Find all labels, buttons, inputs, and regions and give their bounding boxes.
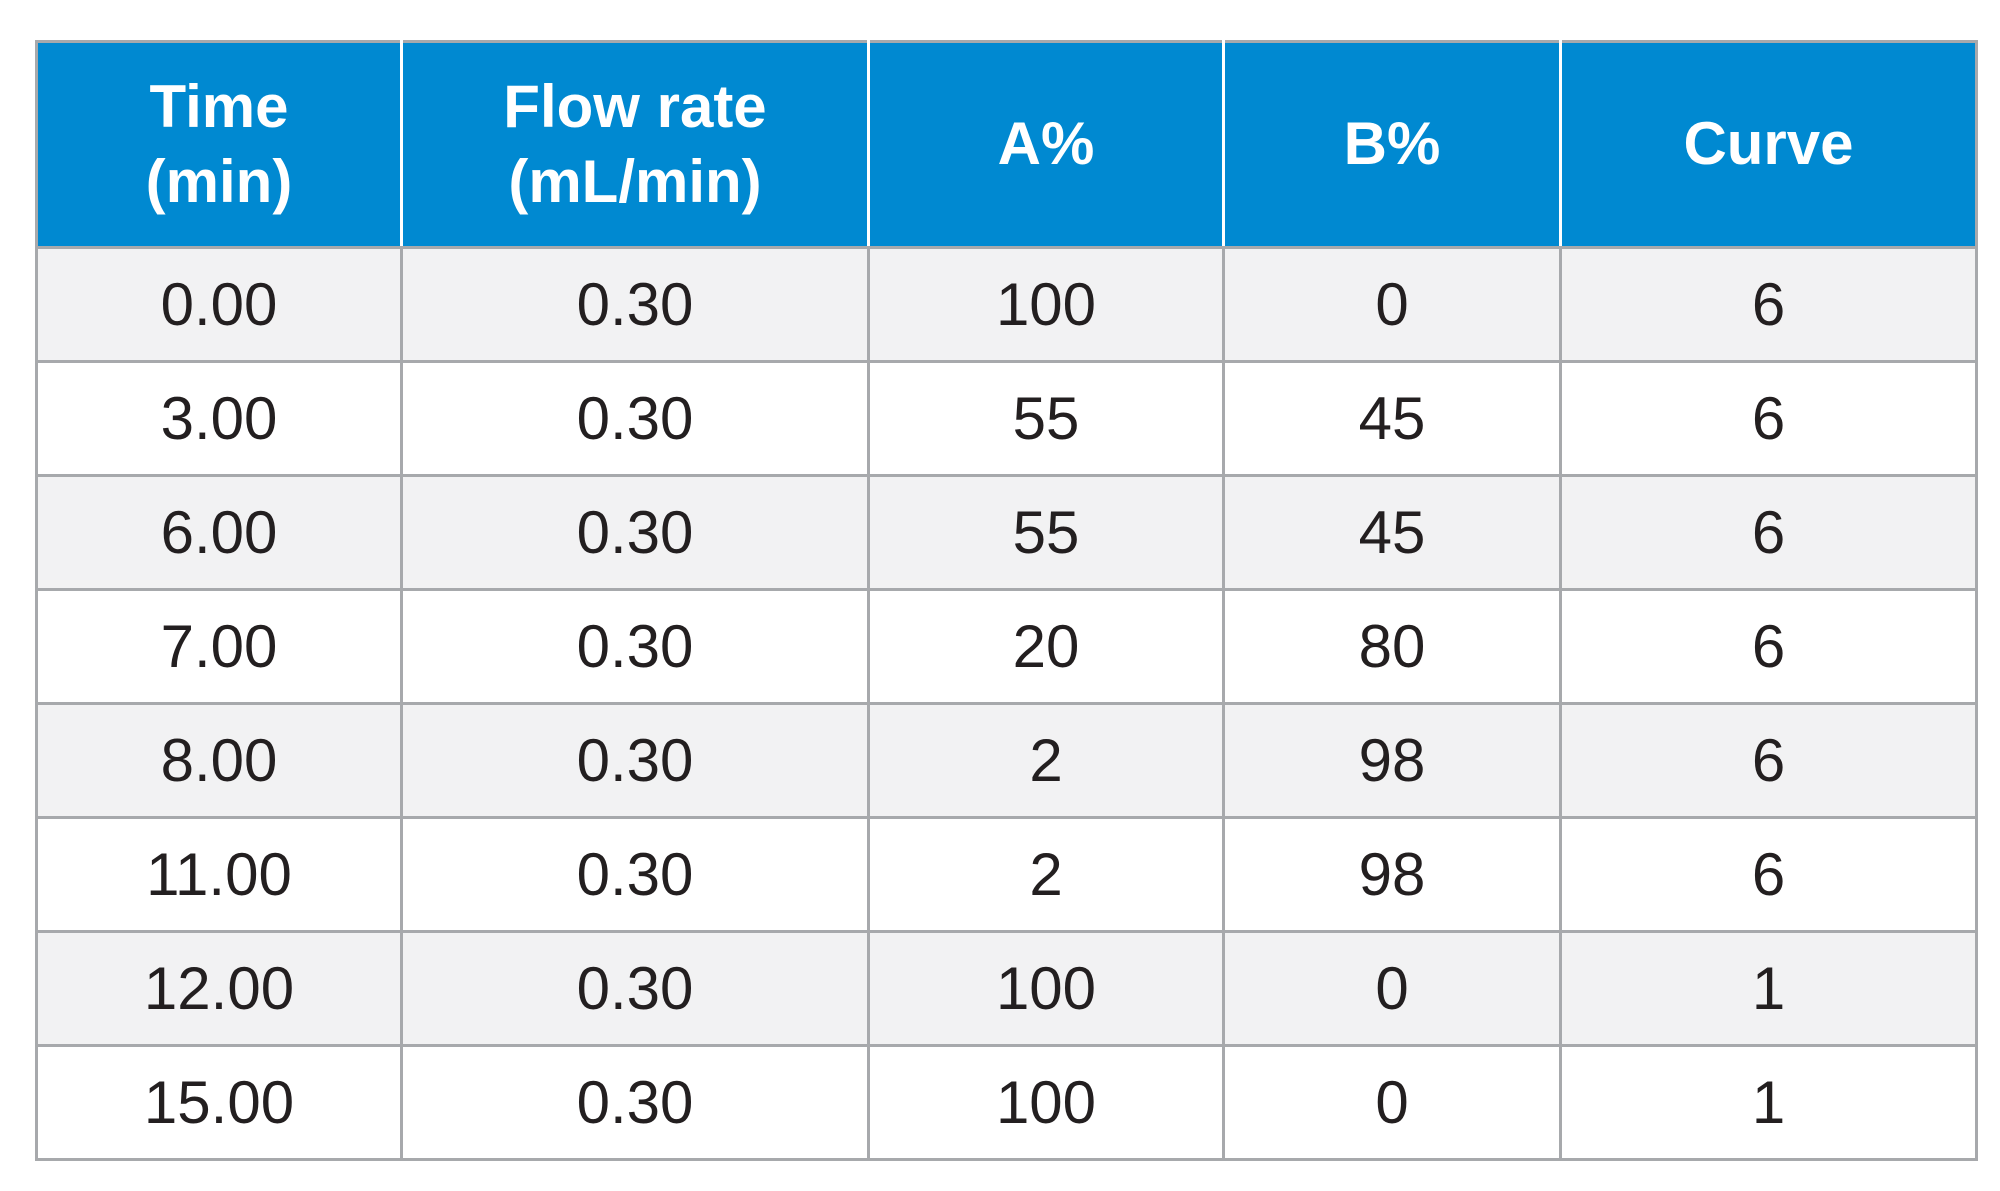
cell-flow-rate: 0.30 bbox=[400, 474, 870, 591]
table-row: 8.00 0.30 2 98 6 bbox=[35, 702, 1978, 819]
cell-curve: 1 bbox=[1559, 930, 1978, 1047]
table-row: 0.00 0.30 100 0 6 bbox=[35, 246, 1978, 363]
cell-curve: 1 bbox=[1559, 1044, 1978, 1161]
cell-flow-rate: 0.30 bbox=[400, 360, 870, 477]
column-header-time: Time (min) bbox=[35, 40, 403, 249]
cell-time: 3.00 bbox=[35, 360, 403, 477]
table-header: Time (min) Flow rate (mL/min) A% B% Curv… bbox=[35, 40, 1978, 249]
cell-flow-rate: 0.30 bbox=[400, 816, 870, 933]
cell-curve: 6 bbox=[1559, 246, 1978, 363]
cell-curve: 6 bbox=[1559, 816, 1978, 933]
table-row: 6.00 0.30 55 45 6 bbox=[35, 474, 1978, 591]
cell-flow-rate: 0.30 bbox=[400, 930, 870, 1047]
header-label: Curve bbox=[1683, 110, 1854, 178]
cell-a-percent: 100 bbox=[867, 930, 1225, 1047]
cell-time: 6.00 bbox=[35, 474, 403, 591]
cell-time: 11.00 bbox=[35, 816, 403, 933]
gradient-table: Time (min) Flow rate (mL/min) A% B% Curv… bbox=[35, 40, 1978, 1161]
cell-a-percent: 100 bbox=[867, 246, 1225, 363]
header-row: Time (min) Flow rate (mL/min) A% B% Curv… bbox=[35, 40, 1978, 249]
cell-flow-rate: 0.30 bbox=[400, 702, 870, 819]
cell-a-percent: 2 bbox=[867, 702, 1225, 819]
table-row: 15.00 0.30 100 0 1 bbox=[35, 1044, 1978, 1161]
cell-b-percent: 0 bbox=[1222, 1044, 1562, 1161]
column-header-flow-rate: Flow rate (mL/min) bbox=[400, 40, 870, 249]
cell-time: 7.00 bbox=[35, 588, 403, 705]
header-unit: (mL/min) bbox=[508, 147, 762, 215]
cell-a-percent: 100 bbox=[867, 1044, 1225, 1161]
column-header-curve: Curve bbox=[1559, 40, 1978, 249]
cell-time: 15.00 bbox=[35, 1044, 403, 1161]
cell-a-percent: 55 bbox=[867, 360, 1225, 477]
column-header-a-percent: A% bbox=[867, 40, 1225, 249]
cell-flow-rate: 0.30 bbox=[400, 1044, 870, 1161]
cell-b-percent: 45 bbox=[1222, 474, 1562, 591]
cell-b-percent: 0 bbox=[1222, 246, 1562, 363]
header-label: Flow rate bbox=[503, 73, 767, 141]
cell-b-percent: 98 bbox=[1222, 816, 1562, 933]
gradient-table-container: Time (min) Flow rate (mL/min) A% B% Curv… bbox=[35, 40, 1978, 1161]
header-unit: (min) bbox=[145, 147, 293, 215]
cell-time: 0.00 bbox=[35, 246, 403, 363]
cell-b-percent: 0 bbox=[1222, 930, 1562, 1047]
table-row: 3.00 0.30 55 45 6 bbox=[35, 360, 1978, 477]
cell-b-percent: 80 bbox=[1222, 588, 1562, 705]
cell-a-percent: 20 bbox=[867, 588, 1225, 705]
table-row: 11.00 0.30 2 98 6 bbox=[35, 816, 1978, 933]
table-row: 12.00 0.30 100 0 1 bbox=[35, 930, 1978, 1047]
cell-b-percent: 45 bbox=[1222, 360, 1562, 477]
table-row: 7.00 0.30 20 80 6 bbox=[35, 588, 1978, 705]
cell-b-percent: 98 bbox=[1222, 702, 1562, 819]
cell-time: 12.00 bbox=[35, 930, 403, 1047]
header-label: Time bbox=[149, 73, 289, 141]
header-label: B% bbox=[1343, 110, 1441, 178]
cell-a-percent: 2 bbox=[867, 816, 1225, 933]
column-header-b-percent: B% bbox=[1222, 40, 1562, 249]
cell-curve: 6 bbox=[1559, 588, 1978, 705]
header-label: A% bbox=[997, 110, 1095, 178]
cell-flow-rate: 0.30 bbox=[400, 588, 870, 705]
cell-flow-rate: 0.30 bbox=[400, 246, 870, 363]
cell-a-percent: 55 bbox=[867, 474, 1225, 591]
cell-curve: 6 bbox=[1559, 474, 1978, 591]
cell-time: 8.00 bbox=[35, 702, 403, 819]
cell-curve: 6 bbox=[1559, 360, 1978, 477]
table-body: 0.00 0.30 100 0 6 3.00 0.30 55 45 6 6.00… bbox=[35, 246, 1978, 1161]
cell-curve: 6 bbox=[1559, 702, 1978, 819]
